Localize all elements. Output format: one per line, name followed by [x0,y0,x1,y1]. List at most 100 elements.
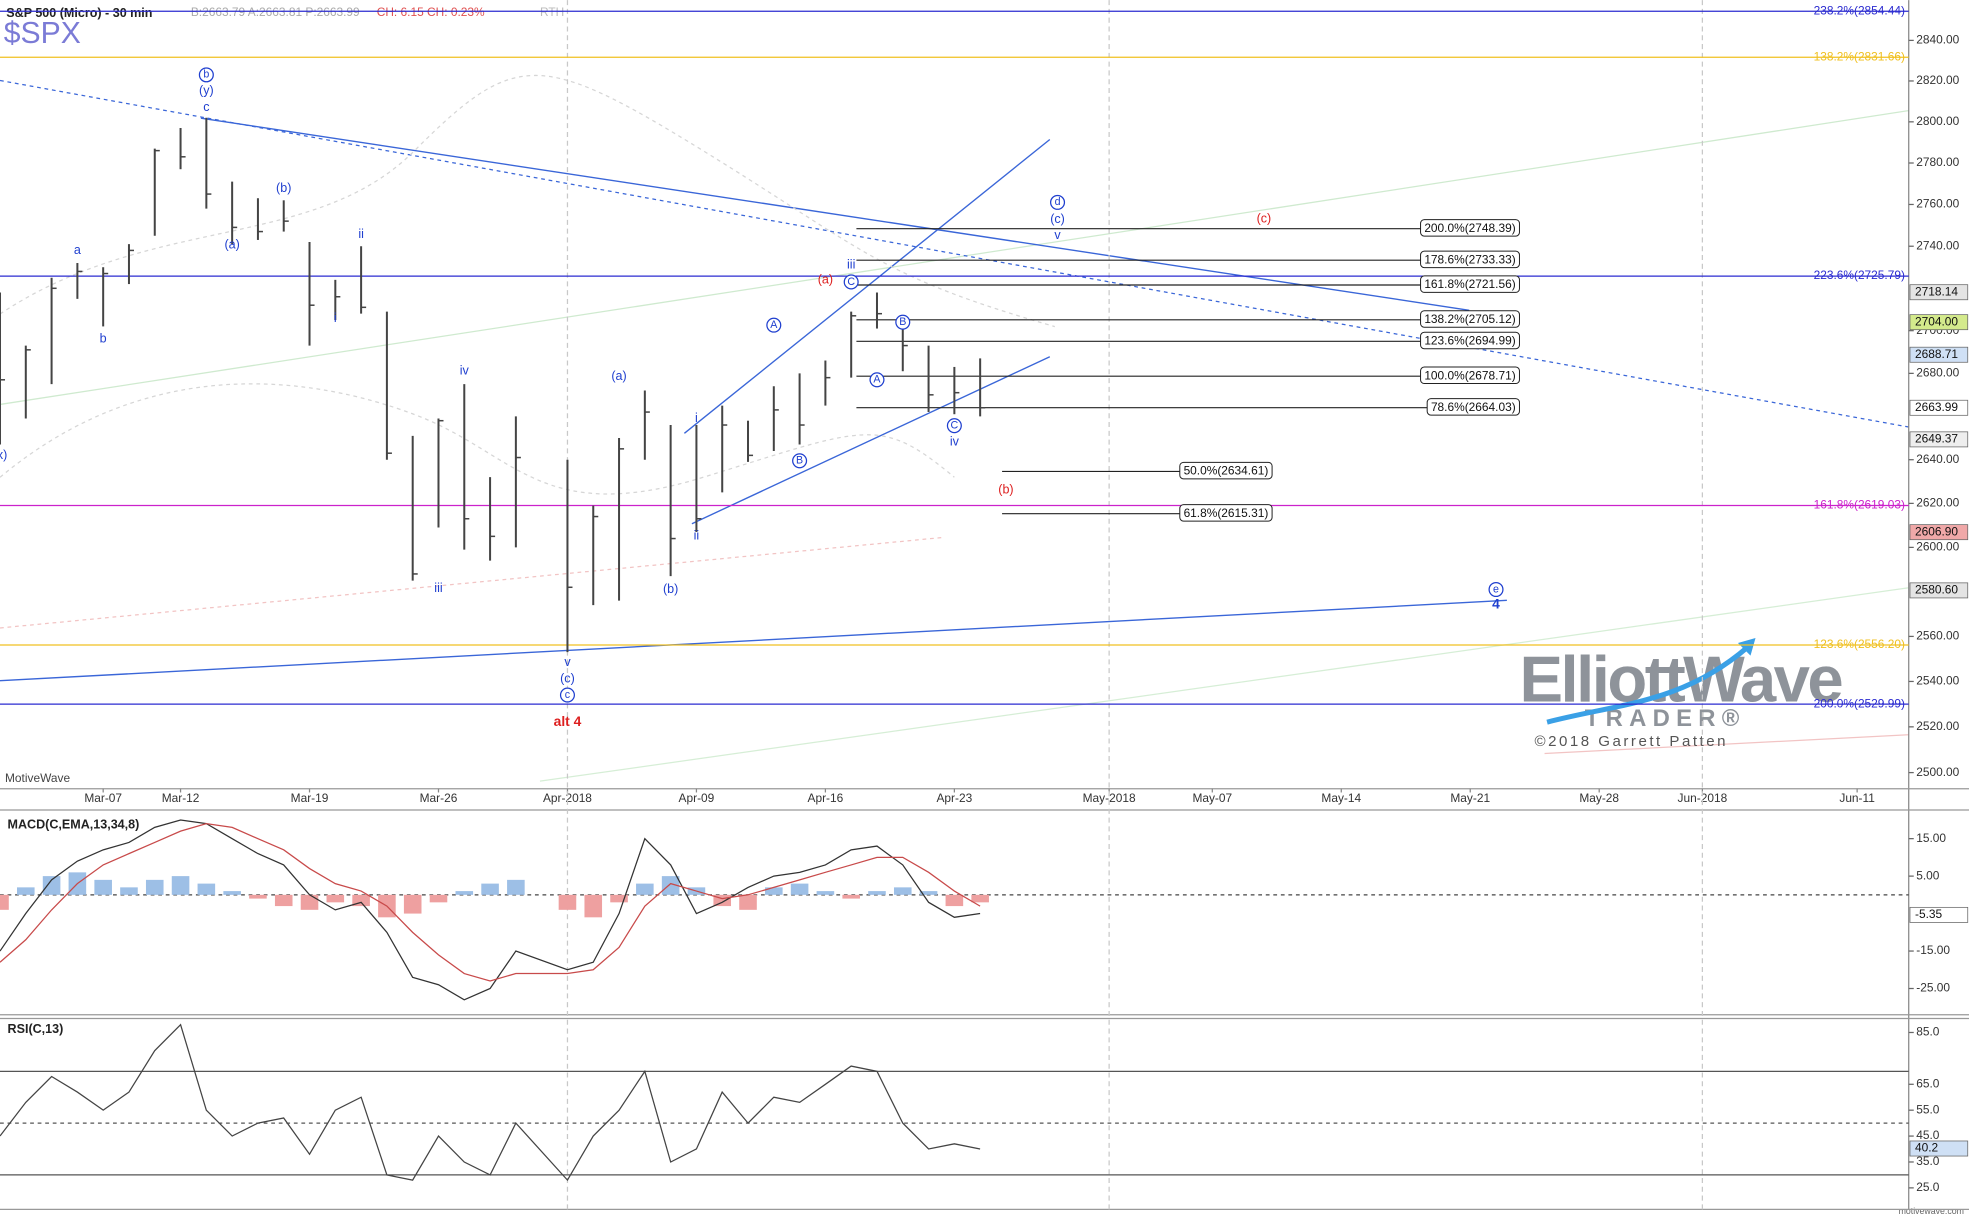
label-box [1426,398,1520,416]
projection-label: 50.0%(2634.61) [1184,464,1269,478]
wave-circle [946,418,962,434]
x-tick-label: Mar-19 [291,791,329,805]
histogram-bar [842,894,860,899]
price-marker [1909,906,1969,923]
wave-label: A [873,374,881,386]
trend-line [0,109,1909,406]
y-tick-label: 2800.00 [1916,114,1959,128]
histogram-bar [661,876,680,895]
projection-label: 61.8%(2615.31) [1184,506,1269,520]
price-marker-label: -5.35 [1915,907,1943,921]
histogram-bar [403,894,422,914]
histogram-bar [300,894,319,910]
histogram-bar [868,891,886,895]
wave-label: v [1054,228,1061,242]
y-tick-label: 55.0 [1916,1102,1940,1116]
wave-label: (y) [199,83,214,97]
trend-line [691,356,1051,525]
trend-lines [0,75,1909,782]
projection-label: 100.0%(2678.71) [1424,368,1515,382]
wave-label: (c) [1257,211,1272,225]
price-marker-label: 2704.00 [1915,314,1958,328]
price-marker [1909,431,1969,448]
wave-label: (c) [560,672,575,686]
wave-circle [1488,581,1504,598]
histogram-bar [455,891,474,895]
y-tick-label: -15.00 [1916,943,1950,957]
source: MotiveWave [5,771,70,785]
price-marker-label: 2718.14 [1915,284,1958,298]
label-box [1420,310,1520,328]
wave-label: (a) [611,369,626,383]
x-tick-label: Mar-07 [84,791,122,805]
histogram-bar [120,887,138,895]
wave-circle [843,274,859,290]
y-tick-label: 35.0 [1916,1154,1940,1168]
histogram-bar [352,894,370,907]
price-marker [1909,399,1969,416]
projection-label: 178.6%(2733.33) [1424,252,1515,266]
histogram-bar [610,894,628,903]
wave-label: (b) [998,483,1013,497]
histogram-bar [429,894,448,903]
price-marker [1909,582,1969,599]
price-marker-label: 2649.37 [1915,432,1958,446]
wave-label: iv [460,364,470,378]
wave-label: A [770,319,778,331]
histogram-bar [42,876,61,895]
wave-circle [792,453,808,469]
wave-circle [1050,194,1066,210]
wave-label: (a) [224,237,239,251]
series-line [0,822,981,982]
histogram-bar [145,879,164,895]
label-box [1420,250,1520,269]
histogram-bar [249,894,267,899]
footer: motivewave.com [1899,1206,1964,1216]
band-line [0,75,1055,328]
wave-label: d [1055,196,1061,208]
histogram-bar [713,894,732,907]
histogram-bar [171,876,190,895]
x-tick-label: Apr-16 [808,791,844,805]
projection-label: 123.6%(2694.99) [1424,333,1515,347]
price-marker [1909,284,1969,301]
wave-label: ii [694,529,700,543]
fib-level-label: 223.6%(2725.79) [1814,268,1905,282]
projection-label: 138.2%(2705.12) [1424,312,1515,326]
histogram-bar [223,891,241,895]
y-tick-label: 2840.00 [1916,33,1959,47]
wave-label: alt 4 [554,713,582,729]
histogram-bar [507,879,525,895]
wave-label: a [74,243,81,257]
label-box [1420,219,1520,237]
y-tick-label: 2640.00 [1916,452,1959,466]
trend-line [200,117,1470,311]
wave-label: (b) [276,181,291,195]
price-marker [1909,314,1969,331]
histogram-bar [326,894,345,903]
x-tick-label: Jun-2018 [1678,791,1728,805]
x-tick-label: May-2018 [1083,791,1136,805]
wave-label: v [564,655,571,669]
price-marker-label: 2663.99 [1915,400,1958,414]
x-tick-label: Apr-09 [679,791,715,805]
wave-circle [559,687,575,703]
y-tick-label: 2520.00 [1916,719,1959,733]
wave-circle [895,314,911,330]
price-marker-label: 2606.90 [1915,524,1958,538]
y-tick-label: 85.0 [1916,1025,1940,1039]
wave-circle [766,317,782,333]
histogram-bar [790,883,809,895]
fib-level-label: 123.6%(2556.20) [1814,637,1905,651]
histogram-bar [765,887,783,895]
histogram-bar [919,891,938,895]
band-line [0,383,955,495]
y-tick-label: 2600.00 [1916,540,1959,554]
price-marker-label: 40.2 [1915,1141,1939,1155]
histogram-bar [0,894,9,910]
wave-label: b [100,331,107,345]
y-tick-label: 2820.00 [1916,73,1959,87]
y-tick-label: 15.00 [1916,831,1946,845]
